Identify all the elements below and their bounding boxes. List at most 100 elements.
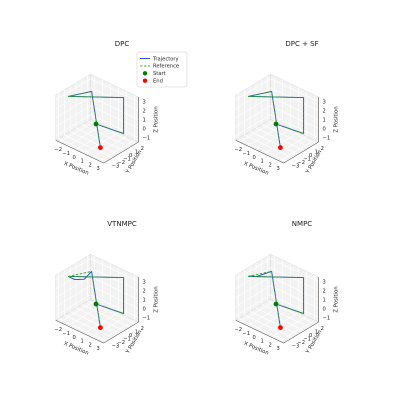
x-axis-label: X Position [243,161,270,177]
x-tick-label: −1 [242,331,250,337]
legend-swatch-start [142,71,148,76]
grid-line [250,311,299,335]
y-tick-label: 1 [135,149,138,155]
x-tick-label: 2 [269,342,272,348]
grid-line [244,314,293,339]
x-tick-label: 3 [277,166,280,172]
grid-line [90,285,139,309]
z-tick-label: 0 [323,307,326,313]
grid-line [67,304,103,327]
grid-line [70,131,119,155]
grid-line [90,96,139,120]
grid-line [263,132,299,154]
grid-line [55,114,91,137]
grid-line [255,128,291,151]
grid-line [247,124,283,147]
x-axis-label: X Position [63,341,90,357]
grid-line [55,294,91,317]
z-tick-label: 3 [143,280,146,286]
y-tick-label: 0 [129,333,132,339]
z-tick-label: 1 [323,298,326,304]
legend-label-start: Start [153,71,166,77]
grid-line [90,87,139,111]
grid-line [58,318,107,342]
grid-line [271,316,307,338]
x-tick-label: −2 [234,327,242,333]
legend-label-end: End [153,79,163,85]
y-tick-label: 2 [141,146,144,152]
grid-line [81,304,130,328]
grid-line [67,124,103,147]
x-axis-line [235,320,284,344]
y-tick-label: −3 [112,163,120,169]
z-axis-label: Z Position [334,106,340,132]
grid-line [279,139,315,162]
z-tick-label: −1 [143,136,151,142]
z-tick-label: 3 [143,100,146,106]
grid-line [235,78,271,101]
y-tick-label: −3 [292,343,300,349]
x-tick-label: 0 [73,335,76,341]
grid-line [239,300,275,323]
grid-line [90,276,139,300]
y-axis-line [103,321,139,344]
marker-end [278,145,283,151]
grid-line [270,78,319,102]
x-tick-label: 3 [277,346,280,352]
grid-line [235,258,271,281]
grid-line [55,276,91,299]
grid-line [261,304,310,328]
grid-line [64,134,113,159]
y-tick-label: −3 [292,163,300,169]
series-reference [67,270,125,328]
marker-end [98,145,103,151]
z-tick-label: 1 [323,118,326,124]
grid-line [75,127,125,152]
grid-line [90,105,139,129]
grid-line [90,267,139,291]
grid-line [64,314,113,339]
grid-line [239,120,275,143]
grid-line [255,308,291,331]
x-tick-label: 0 [73,155,76,161]
z-tick-label: 0 [143,307,146,313]
z-tick-label: 3 [323,280,326,286]
grid-line [99,139,135,162]
marker-start [93,121,99,127]
y-tick-label: 1 [315,149,318,155]
x-tick-label: −1 [62,151,70,157]
marker-start [273,121,279,127]
z-tick-label: 1 [143,298,146,304]
y-tick-label: −2 [117,160,125,166]
y-axis-line [283,321,319,344]
grid-line [90,294,139,318]
grid-line [58,138,107,162]
z-tick-label: 2 [323,109,326,115]
z-tick-label: −1 [323,136,331,142]
chart-title: DPC [115,40,130,48]
x-tick-label: 3 [97,166,100,172]
z-axis-label: Z Position [334,286,340,312]
grid-line [270,285,319,309]
x-tick-label: 1 [81,159,84,165]
grid-line [247,304,283,327]
chart-title: NMPC [292,220,312,228]
grid-line [91,316,127,338]
y-axis-line [283,141,319,164]
legend-swatch-end [142,78,148,83]
series-reference [247,270,305,328]
x-tick-label: 1 [261,339,264,345]
grid-line [91,136,127,158]
grid-line [90,78,139,102]
z-tick-label: 2 [143,289,146,295]
x-tick-label: −1 [62,331,70,337]
grid-line [235,114,271,137]
x-tick-label: −2 [54,327,62,333]
chart-title: VTNMPC [107,220,137,228]
grid-line [270,294,319,318]
grid-line [55,96,91,119]
